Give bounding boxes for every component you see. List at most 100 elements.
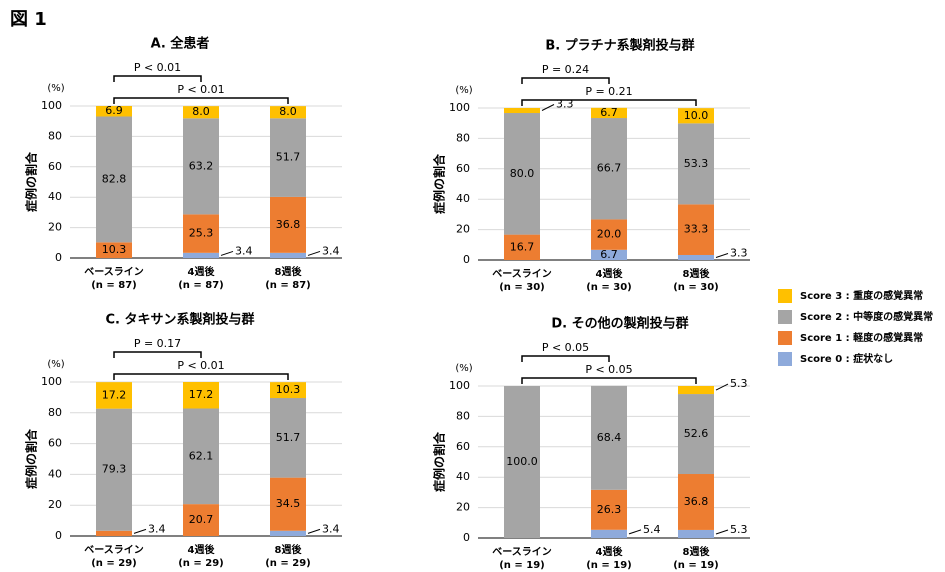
x-tick-label: 8週後: [275, 543, 303, 556]
bar-segment: [183, 382, 219, 409]
bar-segment: [678, 394, 714, 475]
y-tick-label: 80: [48, 129, 62, 142]
panel-title: C. タキサン系製剤投与群: [105, 312, 254, 328]
figure-title: 図 1: [10, 9, 47, 30]
x-tick-sublabel: (n = 29): [91, 558, 137, 569]
value-label: 5.3: [730, 377, 748, 390]
bar-segment: [591, 529, 627, 538]
bar-segment: [96, 116, 132, 243]
bar-segment: [678, 529, 714, 538]
bracket: [113, 351, 202, 358]
x-tick-sublabel: (n = 87): [91, 280, 137, 291]
bracket: [113, 373, 289, 380]
value-label: 6.9: [105, 104, 123, 117]
value-label: 52.6: [684, 427, 709, 440]
x-tick-label: ベースライン: [492, 268, 552, 280]
value-label: 33.3: [684, 223, 709, 236]
value-label: 25.3: [189, 227, 214, 240]
value-label: 68.4: [597, 431, 622, 444]
x-tick-sublabel: (n = 29): [265, 558, 311, 569]
bracket: [521, 377, 697, 384]
bar-segment: [591, 385, 627, 490]
y-tick-label: 40: [48, 467, 62, 480]
value-label: 51.7: [276, 151, 301, 164]
bar-segment: [591, 489, 627, 530]
leader-line: [628, 529, 642, 535]
leader-line: [220, 250, 234, 256]
legend-label: Score 3 : 重度の感覚異常: [800, 289, 923, 302]
value-label: 3.3: [556, 98, 574, 111]
x-tick-label: ベースライン: [492, 546, 552, 558]
panel-title: A. 全患者: [151, 36, 210, 52]
y-tick-label: 40: [456, 192, 470, 205]
x-tick-label: ベースライン: [84, 544, 144, 556]
bar-segment: [678, 204, 714, 255]
y-tick-label: 60: [456, 440, 470, 453]
x-tick-label: 8週後: [683, 267, 711, 280]
x-tick-sublabel: (n = 19): [586, 560, 632, 571]
value-label: 10.3: [102, 243, 127, 256]
panel-title: B. プラチナ系製剤投与群: [545, 38, 694, 54]
y-tick-label: 20: [456, 501, 470, 514]
leader-line: [715, 529, 729, 535]
x-tick-label: ベースライン: [84, 266, 144, 278]
x-tick-sublabel: (n = 29): [178, 558, 224, 569]
y-tick-label: 0: [55, 251, 62, 264]
x-tick-sublabel: (n = 30): [673, 282, 719, 293]
bar-segment: [96, 106, 132, 117]
y-tick-label: 40: [48, 190, 62, 203]
bar-segment: [96, 408, 132, 531]
p-value: P = 0.17: [134, 337, 181, 350]
x-tick-sublabel: (n = 30): [499, 282, 545, 293]
leader-line: [715, 253, 729, 258]
p-value: P < 0.01: [134, 61, 181, 74]
p-value: P < 0.01: [177, 83, 224, 96]
value-label: 5.4: [643, 523, 661, 536]
value-label: 3.4: [322, 244, 340, 257]
value-label: 26.3: [597, 503, 622, 516]
y-axis-label: 症例の割合: [24, 428, 39, 489]
y-axis-label: 症例の割合: [24, 151, 39, 212]
bar-segment: [183, 106, 219, 119]
value-label: 36.8: [276, 218, 301, 231]
value-label: 3.4: [148, 522, 166, 535]
bar-segment: [183, 252, 219, 258]
value-label: 16.7: [510, 240, 535, 253]
bracket: [521, 355, 610, 362]
y-unit: (%): [47, 83, 64, 94]
bar-segment: [270, 382, 306, 399]
x-tick-sublabel: (n = 30): [586, 282, 632, 293]
value-label: 17.2: [189, 388, 214, 401]
p-value: P = 0.21: [585, 85, 632, 98]
p-value: P < 0.01: [177, 359, 224, 372]
bar-segment: [591, 107, 627, 119]
legend-swatch: [778, 331, 792, 345]
bar-segment: [183, 214, 219, 253]
x-tick-sublabel: (n = 19): [499, 560, 545, 571]
x-tick-sublabel: (n = 87): [178, 280, 224, 291]
value-label: 3.4: [235, 244, 253, 257]
value-label: 82.8: [102, 172, 127, 185]
bar-segment: [678, 123, 714, 205]
leader-line: [133, 528, 147, 534]
x-tick-label: 4週後: [188, 543, 216, 556]
x-tick-sublabel: (n = 19): [673, 560, 719, 571]
value-label: 8.0: [192, 105, 210, 118]
bar-segment: [504, 386, 540, 538]
y-tick-label: 0: [463, 531, 470, 544]
value-label: 79.3: [102, 463, 127, 476]
bar-segment: [270, 252, 306, 258]
y-tick-label: 100: [449, 379, 470, 392]
bar-segment: [183, 408, 219, 505]
bracket: [113, 97, 289, 104]
value-label: 66.7: [597, 162, 622, 175]
bracket: [521, 99, 697, 106]
bracket: [521, 77, 610, 84]
y-tick-label: 0: [463, 253, 470, 266]
y-tick-label: 60: [48, 160, 62, 173]
value-label: 51.7: [276, 431, 301, 444]
bar-segment: [591, 118, 627, 220]
y-tick-label: 100: [41, 375, 62, 388]
y-tick-label: 80: [48, 406, 62, 419]
value-label: 34.5: [276, 497, 301, 510]
